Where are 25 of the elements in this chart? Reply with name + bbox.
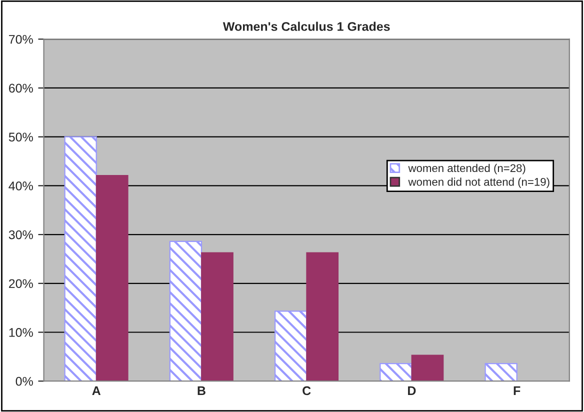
x-tick-label: F <box>514 386 520 396</box>
y-tick-label: 20% <box>8 279 33 288</box>
x-tick-label: D <box>408 386 416 396</box>
bar <box>169 240 202 382</box>
x-tick-label: B <box>198 386 206 396</box>
y-tick-label: 0% <box>16 376 33 386</box>
chart-title: Women's Calculus 1 Grades <box>222 22 390 31</box>
y-tick-label: 60% <box>9 84 33 93</box>
y-tick-label: 10% <box>9 328 33 337</box>
bar <box>64 136 97 382</box>
bar <box>411 354 444 382</box>
y-tick-label: 50% <box>8 132 33 142</box>
x-tick-label: C <box>302 386 311 396</box>
x-tick-label: A <box>92 386 101 396</box>
bar <box>306 252 339 382</box>
bar <box>380 362 412 382</box>
legend-label: women attended (n=28) <box>408 164 526 174</box>
y-tick-label: 40% <box>8 181 33 190</box>
bar <box>96 175 128 382</box>
bar <box>274 310 308 382</box>
y-tick-label: 70% <box>9 34 33 44</box>
bar <box>201 252 234 382</box>
y-tick-label: 30% <box>8 230 33 240</box>
legend-label: women did not attend (n=19) <box>408 178 550 188</box>
bar <box>484 362 518 382</box>
